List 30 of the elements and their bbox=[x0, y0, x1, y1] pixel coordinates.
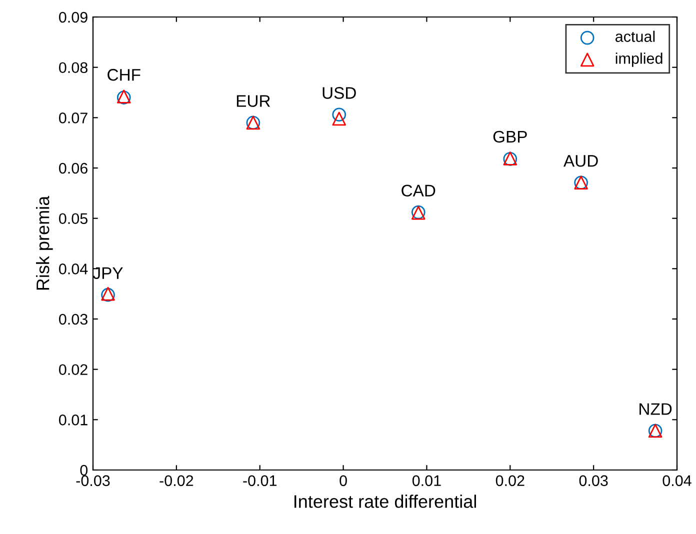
x-tick-label: 0 bbox=[340, 475, 347, 486]
y-tick-label: 0.02 bbox=[59, 364, 88, 376]
x-tick-label: 0.01 bbox=[412, 475, 441, 486]
y-tick-label: 0 bbox=[80, 464, 88, 476]
annotation: GBP bbox=[493, 130, 527, 143]
y-axis-title: Risk premia bbox=[36, 196, 53, 290]
y-tick-label: 0.05 bbox=[59, 213, 88, 224]
y-tick-label: 0.04 bbox=[59, 264, 88, 274]
annotation: AUD bbox=[563, 155, 598, 167]
x-tick-label: 0.02 bbox=[496, 475, 524, 486]
x-tick-label: -0.02 bbox=[160, 475, 194, 486]
annotation: JPY bbox=[92, 267, 123, 280]
x-tick-label: -0.01 bbox=[243, 475, 277, 486]
legend-label: actual bbox=[616, 30, 655, 42]
y-tick-label: 0.03 bbox=[59, 314, 88, 325]
x-tick-label: 0.03 bbox=[579, 475, 608, 486]
annotation: NZD bbox=[640, 403, 672, 415]
annotation: USD bbox=[322, 87, 356, 99]
x-tick-label: 0.04 bbox=[662, 475, 692, 486]
y-tick-label: 0.06 bbox=[59, 162, 88, 174]
x-tick-label: -0.03 bbox=[76, 475, 110, 486]
y-tick-label: 0.07 bbox=[59, 112, 88, 124]
annotation: CAD bbox=[402, 184, 436, 196]
annotation: EUR bbox=[236, 95, 270, 107]
y-tick-label: 0.09 bbox=[59, 12, 88, 23]
y-tick-label: 0.08 bbox=[59, 62, 88, 74]
x-axis-title: Interest rate differential bbox=[294, 494, 476, 508]
legend-label: implied bbox=[616, 52, 662, 67]
y-tick-label: 0.01 bbox=[59, 414, 88, 426]
annotation: CHF bbox=[108, 68, 140, 81]
